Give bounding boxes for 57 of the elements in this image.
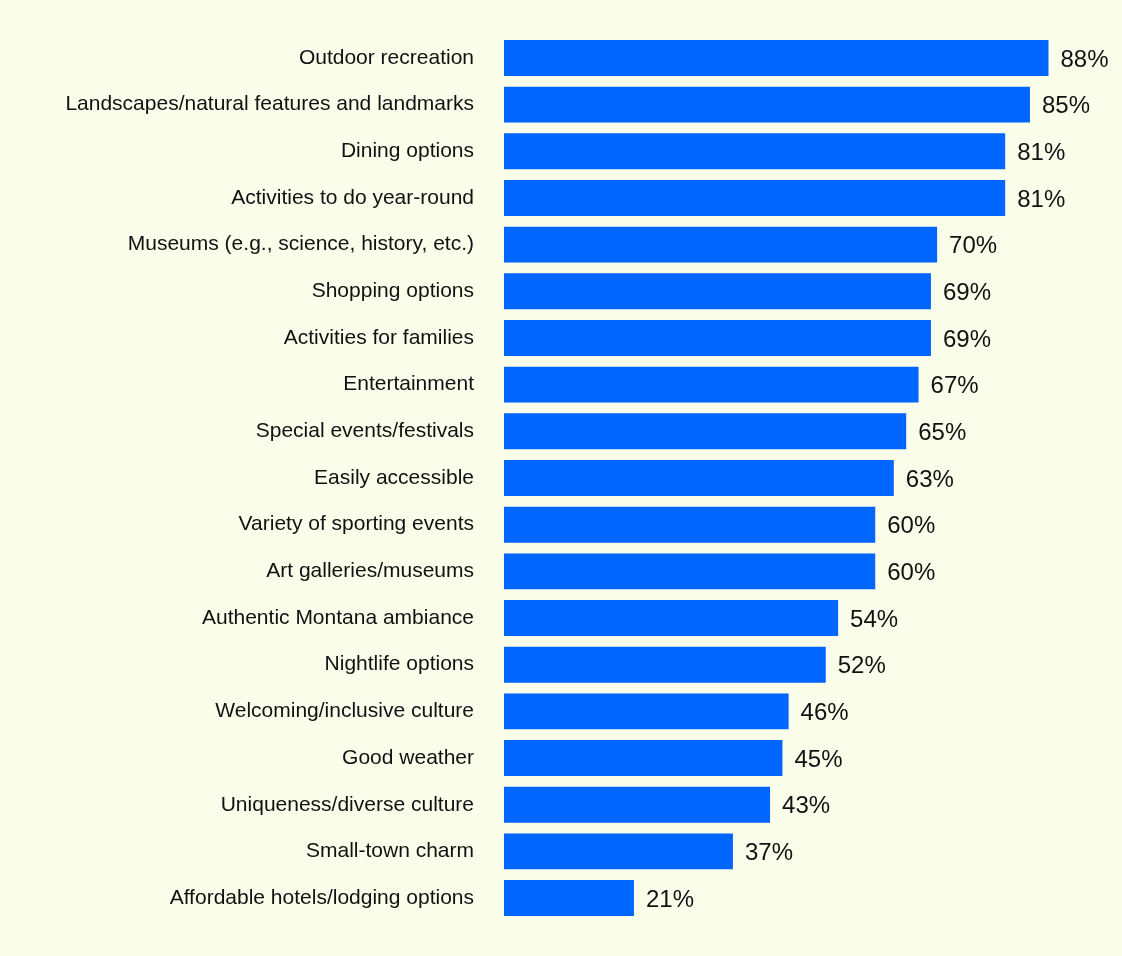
- y-tick-label: Affordable hotels/lodging options: [169, 884, 474, 908]
- y-tick-label: Good weather: [342, 744, 474, 768]
- y-tick-label: Authentic Montana ambiance: [201, 604, 474, 628]
- y-tick-label: Entertainment: [343, 371, 475, 395]
- y-tick-label: Easily accessible: [314, 464, 474, 488]
- bar: [504, 226, 938, 263]
- bar: [504, 786, 771, 823]
- y-tick-label: Landscapes/natural features and landmarks: [65, 91, 474, 115]
- y-tick-label: Shopping options: [311, 278, 474, 302]
- y-tick-label: Art galleries/museums: [266, 558, 474, 582]
- y-tick-label: Activities for families: [283, 324, 474, 348]
- y-tick-label: Activities to do year-round: [231, 184, 474, 208]
- bar: [504, 506, 876, 543]
- data-label: 67%: [930, 371, 979, 399]
- y-tick-label: Dining options: [340, 138, 474, 162]
- bar: [504, 553, 876, 590]
- y-tick-label: Nightlife options: [324, 651, 474, 675]
- data-label: 46%: [800, 697, 849, 725]
- data-label: 52%: [837, 651, 886, 679]
- data-label: 88%: [1060, 44, 1109, 72]
- bar: [504, 366, 919, 403]
- data-label: 43%: [782, 791, 831, 819]
- y-tick-label: Special events/festivals: [255, 418, 474, 442]
- bar: [504, 880, 634, 917]
- bar: [504, 646, 826, 683]
- y-tick-label: Variety of sporting events: [238, 511, 474, 535]
- y-tick-label: Small-town charm: [305, 838, 474, 862]
- bar: [504, 413, 907, 450]
- data-label: 69%: [942, 277, 991, 305]
- data-label: 54%: [850, 604, 899, 632]
- bar: [504, 133, 1006, 170]
- y-tick-label: Uniqueness/diverse culture: [220, 791, 474, 815]
- data-label: 60%: [887, 511, 936, 539]
- data-label: 65%: [918, 417, 967, 445]
- data-label: 60%: [887, 557, 936, 585]
- bar: [504, 86, 1030, 123]
- data-label: 37%: [744, 838, 793, 866]
- y-tick-label: Museums (e.g., science, history, etc.): [127, 231, 474, 255]
- bar: [504, 600, 839, 636]
- y-tick-label: Outdoor recreation: [298, 44, 474, 68]
- bar: [504, 39, 1049, 76]
- bar: [504, 273, 931, 310]
- bar: [504, 179, 1006, 216]
- data-label: 69%: [942, 324, 991, 352]
- data-label: 81%: [1017, 184, 1066, 212]
- y-tick-label: Welcoming/inclusive culture: [215, 698, 474, 722]
- data-label: 81%: [1017, 137, 1066, 165]
- bar: [504, 740, 783, 777]
- bar: [504, 320, 931, 356]
- bar: [504, 693, 789, 730]
- data-label: 85%: [1041, 91, 1090, 119]
- data-label: 45%: [794, 744, 843, 772]
- bar: [504, 833, 733, 870]
- data-label: 70%: [949, 231, 998, 259]
- bar: [504, 460, 894, 496]
- data-label: 21%: [645, 884, 694, 912]
- data-label: 63%: [905, 464, 954, 492]
